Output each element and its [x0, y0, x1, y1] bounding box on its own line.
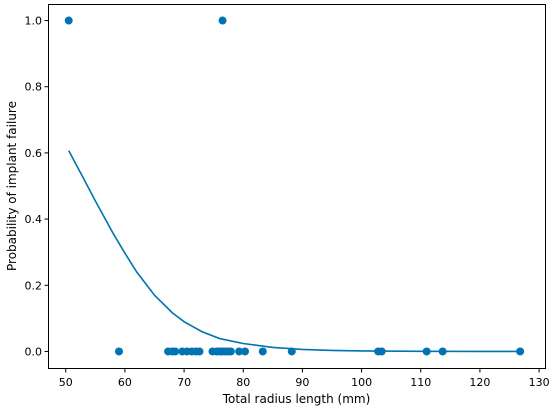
data-point: [235, 347, 244, 356]
x-tick-label: 80: [236, 376, 250, 389]
data-point: [287, 347, 296, 356]
data-point: [171, 347, 180, 356]
plot-frame: [48, 4, 546, 369]
data-point: [64, 16, 73, 25]
data-point: [195, 347, 204, 356]
x-tick-label: 120: [469, 376, 490, 389]
x-tick-label: 70: [177, 376, 191, 389]
data-point: [258, 347, 267, 356]
x-tick-label: 50: [59, 376, 73, 389]
x-axis-ticks: 50 60 70 80 90 100 110 120 130: [59, 368, 550, 389]
y-tick-label: 0.0: [25, 345, 43, 358]
data-point: [241, 347, 250, 356]
y-tick-label: 0.4: [25, 213, 43, 226]
x-tick-label: 90: [295, 376, 309, 389]
y-axis-label: Probability of implant failure: [5, 101, 19, 271]
x-tick-label: 60: [118, 376, 132, 389]
x-tick-label: 100: [351, 376, 372, 389]
x-tick-label: 110: [410, 376, 431, 389]
data-point: [226, 347, 235, 356]
y-tick-label: 1.0: [25, 15, 43, 28]
data-point: [377, 347, 386, 356]
data-point: [218, 16, 227, 25]
data-point: [115, 347, 123, 356]
fitted-curve: [68, 150, 522, 353]
plot-area: [64, 16, 525, 356]
y-tick-label: 0.6: [25, 147, 43, 160]
y-axis-ticks: 0.0 0.2 0.4 0.6 0.8 1.0: [25, 15, 49, 358]
y-tick-label: 0.2: [25, 279, 43, 292]
data-point: [422, 347, 431, 356]
x-tick-label: 130: [529, 376, 550, 389]
data-point: [516, 347, 525, 356]
x-axis-label: Total radius length (mm): [222, 392, 371, 406]
data-point: [438, 347, 447, 356]
y-tick-label: 0.8: [25, 81, 43, 94]
